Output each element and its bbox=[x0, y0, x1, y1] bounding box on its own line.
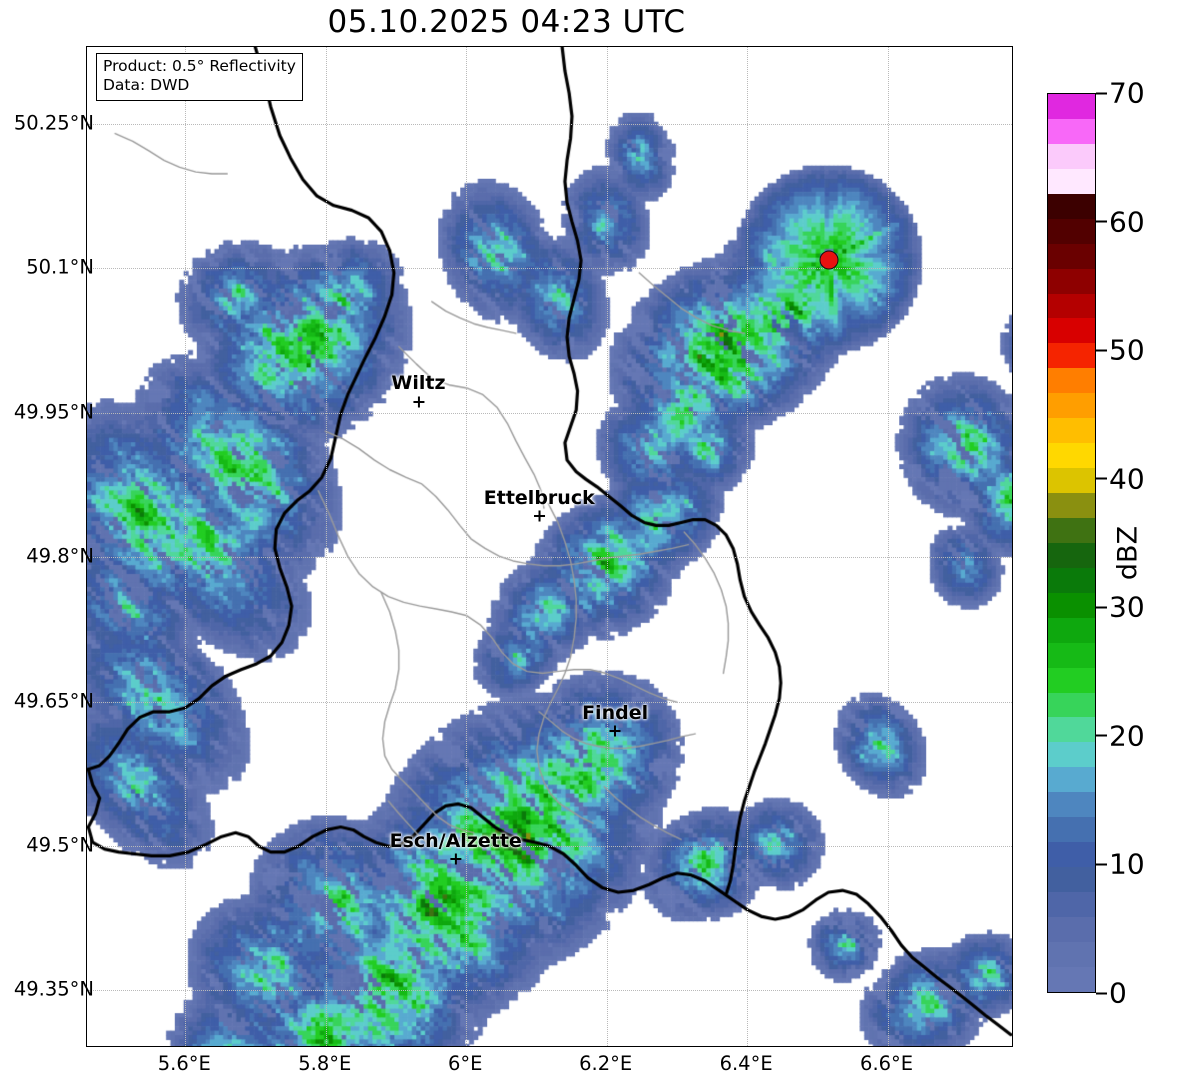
colorbar-band-25 bbox=[1048, 343, 1095, 369]
colorbar-tick-70: 70 bbox=[1096, 77, 1145, 110]
colorbar-band-9 bbox=[1048, 742, 1095, 768]
colorbar-band-27 bbox=[1048, 293, 1095, 319]
x-axis-tick-2: 6°E bbox=[447, 1052, 483, 1075]
colorbar-band-15 bbox=[1048, 592, 1095, 618]
colorbar-band-6 bbox=[1048, 817, 1095, 843]
colorbar-band-24 bbox=[1048, 368, 1095, 394]
colorbar-band-29 bbox=[1048, 243, 1095, 269]
x-axis-tick-3: 6.2°E bbox=[579, 1052, 633, 1075]
gridline-vertical bbox=[185, 47, 187, 1046]
colorbar-tick-0: 0 bbox=[1096, 977, 1127, 1010]
colorbar-band-1 bbox=[1048, 941, 1095, 967]
x-axis-tick-1: 5.8°E bbox=[298, 1052, 352, 1075]
gridline-vertical bbox=[606, 47, 608, 1046]
gridline-horizontal bbox=[87, 845, 1012, 847]
page-title: 05.10.2025 04:23 UTC bbox=[327, 4, 686, 40]
y-axis-tick-0: 50.25°N bbox=[13, 111, 94, 135]
colorbar-band-23 bbox=[1048, 393, 1095, 419]
gridline-horizontal bbox=[87, 124, 1012, 125]
gridline-vertical bbox=[887, 47, 889, 1046]
colorbar-band-16 bbox=[1048, 567, 1095, 593]
y-axis-tick-5: 49.5°N bbox=[26, 833, 94, 857]
colorbar-band-14 bbox=[1048, 617, 1095, 643]
colorbar-tick-40: 40 bbox=[1096, 462, 1145, 495]
colorbar-band-0 bbox=[1048, 966, 1095, 992]
colorbar-tick-20: 20 bbox=[1096, 719, 1145, 752]
colorbar-band-28 bbox=[1048, 268, 1095, 294]
colorbar-band-35 bbox=[1048, 94, 1095, 119]
y-axis-tick-2: 49.95°N bbox=[13, 400, 94, 424]
colorbar-band-2 bbox=[1048, 916, 1095, 942]
colorbar-tick-60: 60 bbox=[1096, 205, 1145, 238]
colorbar-band-12 bbox=[1048, 667, 1095, 693]
reflectivity-colorbar[interactable] bbox=[1047, 93, 1096, 993]
colorbar-band-5 bbox=[1048, 842, 1095, 868]
gridline-vertical bbox=[747, 47, 749, 1046]
colorbar-band-4 bbox=[1048, 867, 1095, 892]
colorbar-band-7 bbox=[1048, 792, 1095, 818]
colorbar-band-30 bbox=[1048, 218, 1095, 244]
gridline-horizontal bbox=[87, 557, 1012, 559]
gridline-horizontal bbox=[87, 990, 1012, 992]
colorbar-tick-30: 30 bbox=[1096, 591, 1145, 624]
data-source-line: Data: DWD bbox=[103, 76, 190, 95]
product-info-box: Product: 0.5° Reflectivity Data: DWD bbox=[96, 53, 303, 101]
colorbar-band-13 bbox=[1048, 642, 1095, 668]
colorbar-band-11 bbox=[1048, 692, 1095, 718]
colorbar-tick-50: 50 bbox=[1096, 334, 1145, 367]
colorbar-band-21 bbox=[1048, 443, 1095, 469]
colorbar-band-3 bbox=[1048, 892, 1095, 917]
radar-site-marker[interactable] bbox=[819, 250, 839, 270]
gridline-vertical bbox=[466, 47, 468, 1046]
radar-reflectivity-canvas bbox=[87, 47, 1012, 1046]
colorbar-band-34 bbox=[1048, 118, 1095, 144]
gridline-horizontal bbox=[87, 701, 1012, 703]
colorbar-band-19 bbox=[1048, 493, 1095, 518]
x-axis-tick-0: 5.6°E bbox=[157, 1052, 211, 1075]
x-axis-tick-4: 6.4°E bbox=[719, 1052, 773, 1075]
colorbar-axis-label: dBZ bbox=[1112, 525, 1144, 581]
gridline-horizontal bbox=[87, 412, 1012, 414]
y-axis-tick-6: 49.35°N bbox=[13, 977, 94, 1001]
product-line: Product: 0.5° Reflectivity bbox=[103, 57, 296, 75]
y-axis-tick-3: 49.8°N bbox=[26, 544, 94, 568]
colorbar-band-22 bbox=[1048, 418, 1095, 444]
colorbar-band-20 bbox=[1048, 468, 1095, 493]
y-axis-tick-1: 50.1°N bbox=[26, 255, 94, 279]
x-axis-tick-5: 6.6°E bbox=[860, 1052, 914, 1075]
colorbar-band-18 bbox=[1048, 517, 1095, 543]
gridline-horizontal bbox=[87, 268, 1012, 270]
colorbar-band-17 bbox=[1048, 542, 1095, 568]
colorbar-tick-10: 10 bbox=[1096, 848, 1145, 881]
colorbar-band-32 bbox=[1048, 168, 1095, 194]
colorbar-band-10 bbox=[1048, 717, 1095, 743]
colorbar-band-26 bbox=[1048, 318, 1095, 344]
y-axis-tick-4: 49.65°N bbox=[13, 689, 94, 712]
gridline-vertical bbox=[325, 47, 327, 1046]
colorbar-band-8 bbox=[1048, 767, 1095, 793]
colorbar-band-33 bbox=[1048, 143, 1095, 169]
radar-map-plot[interactable]: Wiltz Ettelbruck Findel Esch/Alzette bbox=[86, 46, 1013, 1047]
colorbar-band-31 bbox=[1048, 193, 1095, 219]
